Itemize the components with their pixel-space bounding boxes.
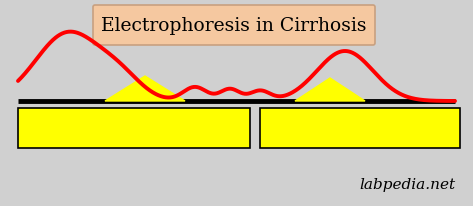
Polygon shape [295,79,365,102]
Text: Increased γ-globulin: Increased γ-globulin [50,121,219,136]
FancyBboxPatch shape [93,6,375,46]
Text: Electrophoresis in Cirrhosis: Electrophoresis in Cirrhosis [101,17,367,35]
Text: labpedia.net: labpedia.net [359,177,455,191]
Text: Decreased albumin: Decreased albumin [280,121,439,136]
Polygon shape [105,77,185,102]
FancyBboxPatch shape [260,109,460,148]
FancyBboxPatch shape [18,109,250,148]
